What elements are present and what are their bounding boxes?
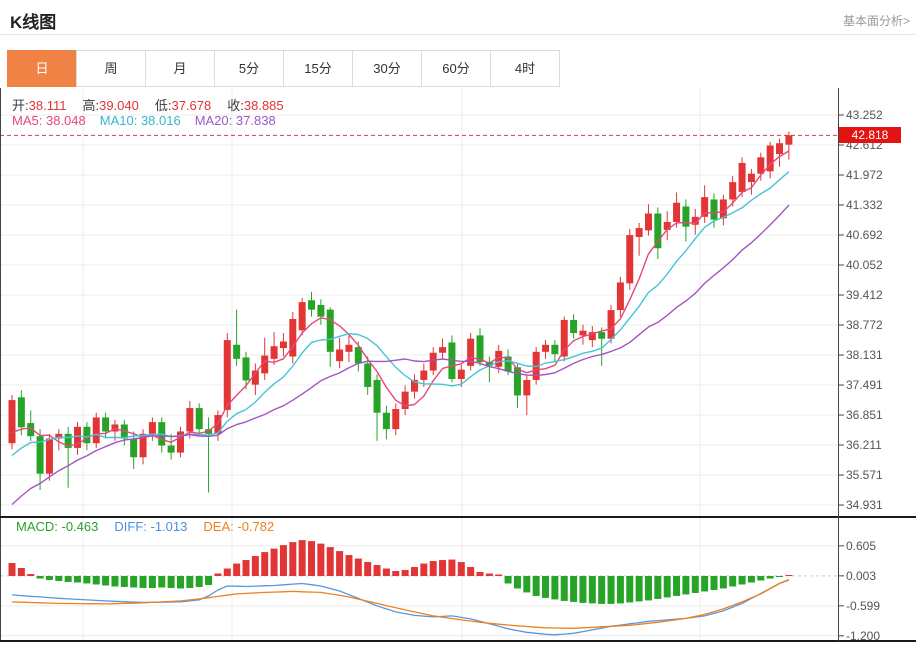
high-value: 39.040 [99,98,139,113]
ma20-value: MA20: 37.838 [194,113,276,128]
open-value: 38.111 [28,98,67,113]
open-label: 开: [12,98,29,113]
price-axis-label: 36.211 [846,438,882,452]
fundamental-analysis-link[interactable]: 基本面分析> [842,14,910,28]
ohlc-info: 开:38.111 高:39.040 低:37.678 收:38.885 [12,95,300,114]
close-value: 38.885 [243,98,284,113]
price-axis-label: 35.571 [846,468,883,482]
ma10-value: MA10: 38.016 [99,113,181,128]
close-label: 收: [227,98,244,113]
macd-value: MACD: -0.463 [16,519,99,534]
tab-week[interactable]: 周 [76,50,146,87]
price-axis-label: 38.131 [846,348,883,362]
header-divider [0,34,916,35]
candlestick-chart[interactable] [0,88,916,645]
macd-axis-label: -0.599 [846,599,881,613]
tab-day[interactable]: 日 [7,50,77,87]
interval-tabs: 日周月 5分 15分 30分 60分 4时 [7,50,560,87]
tab-5min[interactable]: 5分 [214,50,284,87]
macd-axis-label: 0.605 [846,539,877,553]
ma5-value: MA5: 38.048 [12,113,86,128]
price-axis-label: 37.491 [846,378,883,392]
high-label: 高: [82,98,100,113]
price-axis-label: 34.931 [846,498,883,512]
macd-axis-label: -1.200 [846,629,881,643]
price-axis-label: 40.692 [846,228,883,242]
dea-value: DEA: -0.782 [203,519,275,534]
price-axis-label: 40.052 [846,258,883,272]
price-axis-label: 38.772 [846,318,883,332]
price-axis-label: 41.332 [846,198,883,212]
tab-4hour[interactable]: 4时 [490,50,560,87]
price-axis-label: 43.252 [846,108,883,122]
tab-15min[interactable]: 15分 [283,50,353,87]
ma-info: MA5: 38.048 MA10: 38.016 MA20: 37.838 [12,113,276,128]
current-price-badge: 42.818 [839,127,901,143]
diff-value: DIFF: -1.013 [114,519,188,534]
macd-info: MACD: -0.463 DIFF: -1.013 DEA: -0.782 [16,519,274,534]
price-axis-label: 36.851 [846,408,883,422]
low-label: 低: [154,98,172,113]
page-title: K线图 [10,13,57,32]
macd-axis-label: 0.003 [846,569,877,583]
tab-60min[interactable]: 60分 [421,50,491,87]
low-value: 37.678 [171,98,212,113]
price-axis-label: 41.972 [846,168,883,182]
price-axis-label: 39.412 [846,288,883,302]
tab-month[interactable]: 月 [145,50,215,87]
tab-30min[interactable]: 30分 [352,50,422,87]
